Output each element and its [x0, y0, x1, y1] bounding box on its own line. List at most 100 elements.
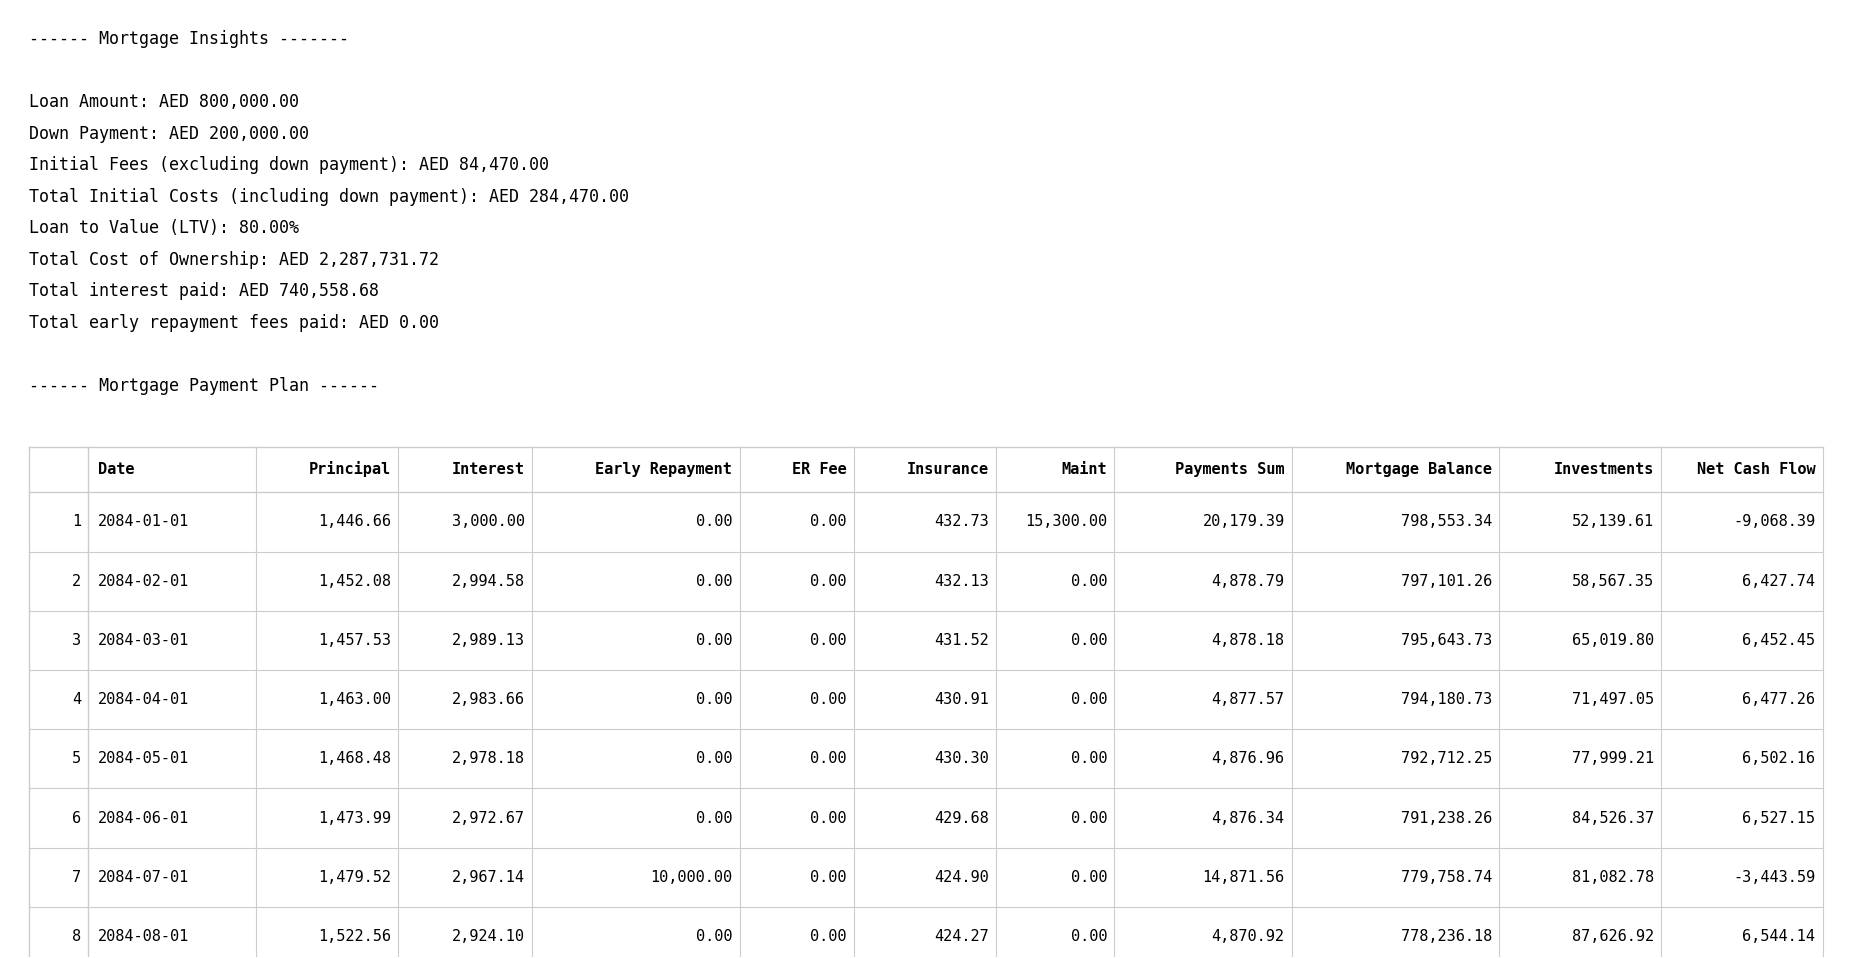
Text: Mortgage Balance: Mortgage Balance — [1346, 462, 1493, 477]
FancyBboxPatch shape — [30, 552, 1822, 611]
Text: 0.00: 0.00 — [696, 810, 732, 826]
Text: 3,000.00: 3,000.00 — [452, 514, 524, 530]
Text: 6,527.15: 6,527.15 — [1743, 810, 1815, 826]
Text: 430.30: 430.30 — [933, 751, 989, 766]
Text: 6,502.16: 6,502.16 — [1743, 751, 1815, 766]
FancyBboxPatch shape — [30, 611, 1822, 670]
Text: Date: Date — [98, 462, 133, 477]
Text: 0.00: 0.00 — [696, 751, 732, 766]
Text: 4,878.79: 4,878.79 — [1211, 574, 1285, 589]
Text: 1,522.56: 1,522.56 — [319, 929, 391, 944]
Text: 0.00: 0.00 — [696, 929, 732, 944]
Text: ER Fee: ER Fee — [793, 462, 846, 477]
Text: 77,999.21: 77,999.21 — [1572, 751, 1654, 766]
Text: 6,544.14: 6,544.14 — [1743, 929, 1815, 944]
Text: 3: 3 — [72, 633, 81, 648]
Text: 1,463.00: 1,463.00 — [319, 693, 391, 707]
Text: 2,978.18: 2,978.18 — [452, 751, 524, 766]
Text: 4,877.57: 4,877.57 — [1211, 693, 1285, 707]
Text: 0.00: 0.00 — [696, 693, 732, 707]
Text: 0.00: 0.00 — [1070, 693, 1107, 707]
Text: 0.00: 0.00 — [696, 514, 732, 530]
Text: Net Cash Flow: Net Cash Flow — [1696, 462, 1815, 477]
Text: 0.00: 0.00 — [1070, 870, 1107, 885]
Text: 1,473.99: 1,473.99 — [319, 810, 391, 826]
FancyBboxPatch shape — [30, 907, 1822, 958]
Text: 0.00: 0.00 — [809, 810, 846, 826]
Text: 0.00: 0.00 — [1070, 574, 1107, 589]
Text: 2084-05-01: 2084-05-01 — [98, 751, 189, 766]
Text: 52,139.61: 52,139.61 — [1572, 514, 1654, 530]
Text: 797,101.26: 797,101.26 — [1400, 574, 1493, 589]
Text: 432.13: 432.13 — [933, 574, 989, 589]
Text: 795,643.73: 795,643.73 — [1400, 633, 1493, 648]
Text: 1,468.48: 1,468.48 — [319, 751, 391, 766]
Text: ------ Mortgage Payment Plan ------: ------ Mortgage Payment Plan ------ — [30, 376, 380, 395]
Text: -3,443.59: -3,443.59 — [1733, 870, 1815, 885]
Text: 2,924.10: 2,924.10 — [452, 929, 524, 944]
Text: 2084-02-01: 2084-02-01 — [98, 574, 189, 589]
Text: 0.00: 0.00 — [1070, 633, 1107, 648]
Text: Down Payment: AED 200,000.00: Down Payment: AED 200,000.00 — [30, 125, 309, 143]
Text: -9,068.39: -9,068.39 — [1733, 514, 1815, 530]
Text: 65,019.80: 65,019.80 — [1572, 633, 1654, 648]
Text: 2084-07-01: 2084-07-01 — [98, 870, 189, 885]
Text: 0.00: 0.00 — [809, 574, 846, 589]
Text: 791,238.26: 791,238.26 — [1400, 810, 1493, 826]
Text: Maint: Maint — [1061, 462, 1107, 477]
Text: 6,427.74: 6,427.74 — [1743, 574, 1815, 589]
Text: 81,082.78: 81,082.78 — [1572, 870, 1654, 885]
Text: 424.90: 424.90 — [933, 870, 989, 885]
Text: 2084-01-01: 2084-01-01 — [98, 514, 189, 530]
Text: 7: 7 — [72, 870, 81, 885]
Text: 5: 5 — [72, 751, 81, 766]
Text: 430.91: 430.91 — [933, 693, 989, 707]
Text: 0.00: 0.00 — [809, 751, 846, 766]
Text: 2084-04-01: 2084-04-01 — [98, 693, 189, 707]
Text: 87,626.92: 87,626.92 — [1572, 929, 1654, 944]
Text: 0.00: 0.00 — [1070, 810, 1107, 826]
Text: Investments: Investments — [1554, 462, 1654, 477]
Text: 1: 1 — [72, 514, 81, 530]
Text: 15,300.00: 15,300.00 — [1024, 514, 1107, 530]
FancyBboxPatch shape — [30, 446, 1822, 492]
Text: Interest: Interest — [452, 462, 524, 477]
Text: 20,179.39: 20,179.39 — [1202, 514, 1285, 530]
Text: 792,712.25: 792,712.25 — [1400, 751, 1493, 766]
FancyBboxPatch shape — [30, 788, 1822, 848]
Text: 779,758.74: 779,758.74 — [1400, 870, 1493, 885]
Text: 6,477.26: 6,477.26 — [1743, 693, 1815, 707]
Text: 8: 8 — [72, 929, 81, 944]
Text: Total Initial Costs (including down payment): AED 284,470.00: Total Initial Costs (including down paym… — [30, 188, 630, 206]
Text: 2084-06-01: 2084-06-01 — [98, 810, 189, 826]
Text: 4,876.96: 4,876.96 — [1211, 751, 1285, 766]
Text: 0.00: 0.00 — [1070, 751, 1107, 766]
Text: Total interest paid: AED 740,558.68: Total interest paid: AED 740,558.68 — [30, 283, 380, 300]
Text: 1,452.08: 1,452.08 — [319, 574, 391, 589]
Text: 71,497.05: 71,497.05 — [1572, 693, 1654, 707]
Text: 0.00: 0.00 — [809, 514, 846, 530]
Text: Insurance: Insurance — [906, 462, 989, 477]
Text: 2,994.58: 2,994.58 — [452, 574, 524, 589]
Text: 1,479.52: 1,479.52 — [319, 870, 391, 885]
Text: 10,000.00: 10,000.00 — [650, 870, 732, 885]
Text: 2084-03-01: 2084-03-01 — [98, 633, 189, 648]
Text: 2,967.14: 2,967.14 — [452, 870, 524, 885]
Text: 1,457.53: 1,457.53 — [319, 633, 391, 648]
FancyBboxPatch shape — [30, 729, 1822, 788]
Text: 4: 4 — [72, 693, 81, 707]
Text: 14,871.56: 14,871.56 — [1202, 870, 1285, 885]
Text: Payments Sum: Payments Sum — [1176, 462, 1285, 477]
Text: 432.73: 432.73 — [933, 514, 989, 530]
FancyBboxPatch shape — [30, 492, 1822, 552]
FancyBboxPatch shape — [30, 848, 1822, 907]
Text: 4,876.34: 4,876.34 — [1211, 810, 1285, 826]
Text: Early Repayment: Early Repayment — [594, 462, 732, 477]
Text: 794,180.73: 794,180.73 — [1400, 693, 1493, 707]
Text: 0.00: 0.00 — [1070, 929, 1107, 944]
Text: Loan to Value (LTV): 80.00%: Loan to Value (LTV): 80.00% — [30, 219, 300, 238]
Text: 6,452.45: 6,452.45 — [1743, 633, 1815, 648]
Text: 2,983.66: 2,983.66 — [452, 693, 524, 707]
Text: 84,526.37: 84,526.37 — [1572, 810, 1654, 826]
Text: 2,989.13: 2,989.13 — [452, 633, 524, 648]
